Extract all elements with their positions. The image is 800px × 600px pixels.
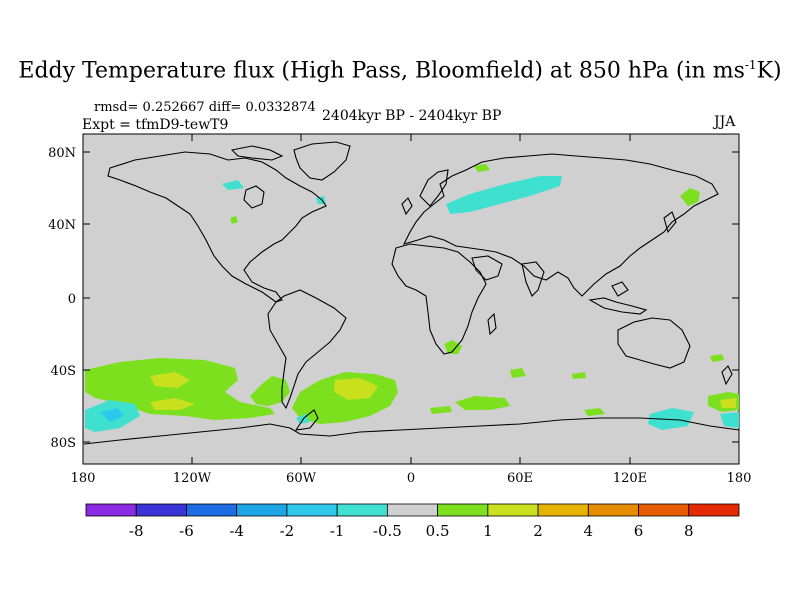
colorbar-box	[236, 503, 288, 517]
colorbar-box	[638, 503, 690, 517]
colorbar-label: -8	[128, 522, 144, 540]
anomaly-north-america-green	[230, 216, 238, 224]
lon-tick-label: 180	[727, 471, 752, 486]
anomaly-indian-green	[510, 368, 526, 378]
colorbar-box	[487, 503, 539, 517]
anomaly-south-pacific-yellow	[150, 372, 190, 388]
colorbar-box	[688, 503, 740, 517]
colorbar-box	[286, 503, 338, 517]
coast-borneo	[611, 281, 629, 297]
lon-tick-label: 180	[71, 471, 96, 486]
latitude-axis: 80N 40N 0 40S 80S	[48, 146, 739, 451]
anomaly-south-indian-green-2	[430, 406, 452, 414]
coast-australia	[617, 317, 691, 369]
coast-antarctica	[83, 417, 740, 445]
coast-greenland	[293, 141, 351, 181]
anomaly-canada-cyan	[222, 180, 244, 190]
longitude-axis: 180 120W 60W 0 60E 120E 180	[71, 134, 752, 486]
coast-north-america	[107, 151, 327, 303]
colorbar-box	[336, 503, 388, 517]
anomaly-south-indian-green	[455, 396, 510, 410]
coast-south-america	[267, 289, 347, 410]
coast-madagascar	[487, 312, 497, 336]
anomaly-south-pacific-east-green	[584, 408, 605, 416]
anomaly-south-america-green	[250, 376, 290, 406]
lon-tick-label: 0	[407, 471, 415, 486]
colorbar-label: 0.5	[425, 522, 450, 540]
colorbar-box	[186, 503, 238, 517]
coast-eurasia	[402, 153, 719, 297]
coastlines	[83, 141, 740, 445]
colorbar-box	[135, 503, 187, 517]
colorbar-label: 8	[683, 522, 694, 540]
coast-india	[521, 261, 545, 297]
lon-tick-label: 60E	[507, 471, 533, 486]
colorbar-box	[437, 503, 489, 517]
title-tail: K)	[756, 58, 782, 84]
lat-tick-label: 0	[68, 292, 76, 307]
coast-scandinavia	[419, 169, 449, 207]
anomaly-tasman-yellow	[720, 398, 736, 408]
stats-label: rmsd= 0.252667 diff= 0.0332874	[94, 100, 316, 115]
coast-africa	[391, 243, 487, 355]
coast-antarctic-peninsula	[294, 409, 319, 431]
title-main: Eddy Temperature flux (High Pass, Bloomf…	[18, 58, 745, 84]
lat-tick-label: 40S	[51, 364, 76, 379]
title-superscript: -1	[744, 58, 757, 72]
coast-arabia	[471, 255, 503, 281]
colorbar-box	[85, 503, 137, 517]
anomaly-antarctic-cyan-2	[720, 412, 739, 428]
colorbar-box	[587, 503, 639, 517]
anomaly-siberia-green	[474, 164, 490, 172]
anomaly-south-pacific-yellow-2	[150, 398, 195, 410]
colorbar-label: -2	[279, 522, 295, 540]
colorbar-label: 6	[633, 522, 644, 540]
experiment-label: Expt = tfmD9-tewT9	[82, 117, 229, 133]
anomaly-africa-green	[444, 340, 462, 354]
lat-tick-label: 40N	[48, 218, 76, 233]
period-label: 2404kyr BP - 2404kyr BP	[322, 108, 502, 124]
lat-tick-label: 80N	[48, 146, 76, 161]
colorbar-label: 2	[533, 522, 543, 540]
coast-new-zealand	[721, 365, 733, 386]
coast-hudson-bay	[243, 185, 265, 209]
coast-indonesia	[588, 297, 648, 315]
lon-tick-label: 120W	[173, 471, 212, 486]
colorbar-label: -0.5	[372, 522, 402, 540]
lon-tick-label: 60W	[286, 471, 317, 486]
anomaly-south-atlantic-yellow	[334, 378, 378, 400]
anomaly-kamchatka-green	[680, 188, 700, 206]
colorbar-label: 1	[483, 522, 493, 540]
colorbar-label: -4	[229, 522, 244, 540]
colorbar	[85, 503, 740, 517]
coast-arctic-islands	[230, 145, 284, 161]
anomaly-tasman-green-2	[710, 354, 724, 362]
lon-tick-label: 120E	[613, 471, 647, 486]
colorbar-box	[386, 503, 439, 517]
lat-tick-label: 80S	[51, 436, 76, 451]
anomaly-fields	[85, 164, 739, 432]
anomaly-indian-green-2	[572, 372, 586, 379]
plot-title: Eddy Temperature flux (High Pass, Bloomf…	[0, 58, 800, 83]
coast-japan	[663, 211, 677, 234]
colorbar-label: 4	[583, 522, 594, 540]
season-label: JJA	[714, 114, 736, 130]
colorbar-box	[537, 503, 589, 517]
anomaly-eurasia-cyan	[446, 176, 562, 214]
colorbar-label: -6	[179, 522, 194, 540]
anomaly-south-pacific-blue	[100, 408, 124, 422]
colorbar-label: -1	[329, 522, 345, 540]
coast-british-isles	[401, 197, 413, 216]
